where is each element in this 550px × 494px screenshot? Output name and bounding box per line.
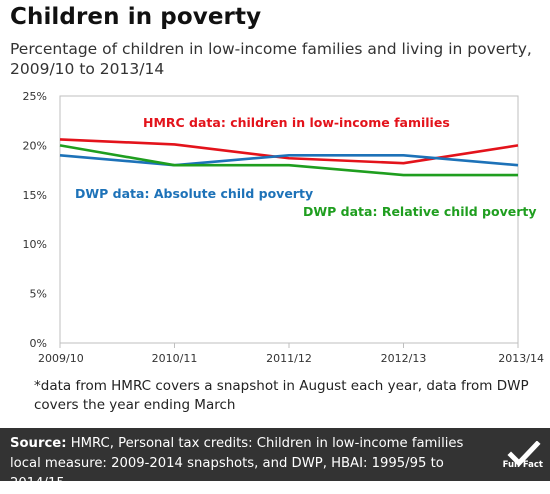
y-tick-label: 5% [30, 288, 47, 301]
series-line-2 [59, 144, 518, 177]
y-tick-label: 10% [23, 238, 47, 251]
y-tick-label: 25% [23, 90, 47, 103]
series-label-2: DWP data: Relative child poverty [303, 204, 537, 219]
source-text: HMRC, Personal tax credits: Children in … [10, 436, 464, 491]
series-label-1: DWP data: Absolute child poverty [75, 186, 313, 201]
line-chart: 0% 5% 10% 15% 20% 25% 2009/10 2010/11 2011/12 201… [23, 90, 544, 365]
chart-title: Children in poverty [10, 4, 262, 30]
x-tick-label: 2010/11 [152, 352, 198, 365]
series-line-1 [59, 153, 519, 167]
x-tick-label: 2011/12 [266, 352, 312, 365]
check-icon [507, 440, 541, 467]
series-line-0 [59, 138, 519, 165]
y-tick-label: 0% [30, 337, 47, 350]
x-tick-label: 2009/10 [38, 352, 84, 365]
y-tick-label: 15% [23, 189, 47, 202]
x-tick-label: 2012/13 [381, 352, 427, 365]
chart-subtitle: Percentage of children in low-income fam… [10, 40, 532, 78]
series-label-0: HMRC data: children in low-income famili… [143, 115, 450, 130]
full-fact-logo: Full Fact [502, 440, 543, 475]
footnote: *data from HMRC covers a snapshot in Aug… [34, 378, 529, 413]
logo-text: Full Fact [502, 460, 543, 470]
source-label: Source: [10, 436, 67, 451]
source-bar: Source: HMRC, Personal tax credits: Chil… [0, 428, 550, 491]
y-tick-label: 20% [23, 139, 47, 152]
x-tick-label: 2013/14 [498, 352, 544, 365]
plot-frame [59, 95, 519, 344]
